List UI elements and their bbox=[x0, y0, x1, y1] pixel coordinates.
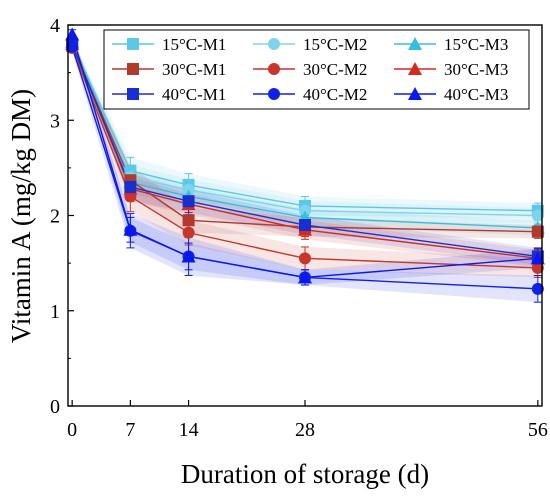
plot-area bbox=[65, 27, 545, 303]
legend-marker-8 bbox=[408, 87, 422, 100]
x-axis-title: Duration of storage (d) bbox=[181, 459, 429, 489]
x-tick-label-2: 14 bbox=[179, 419, 199, 441]
y-axis-title: Vitamin A (mg/kg DM) bbox=[6, 89, 36, 343]
error-band-series-7 bbox=[72, 42, 538, 303]
legend-label-2: 15°C-M3 bbox=[444, 35, 508, 54]
data-point-series-7-4 bbox=[531, 282, 544, 295]
error-band-series-8 bbox=[72, 29, 538, 286]
axis-ticks: 0 7 14 28 56 0 1 2 3 4 bbox=[50, 15, 548, 441]
y-tick-label-2: 2 bbox=[50, 206, 60, 228]
legend-label-4: 30°C-M2 bbox=[303, 60, 367, 79]
y-tick-label-0: 0 bbox=[50, 396, 60, 418]
x-tick-label-1: 7 bbox=[125, 419, 135, 441]
legend-marker-7 bbox=[268, 88, 280, 100]
legend-marker-1 bbox=[268, 38, 280, 50]
legend-label-5: 30°C-M3 bbox=[444, 60, 508, 79]
x-tick-label-3: 28 bbox=[295, 419, 315, 441]
y-tick-label-3: 3 bbox=[50, 110, 60, 132]
data-point-series-7-0 bbox=[66, 40, 79, 53]
x-tick-label-4: 56 bbox=[528, 419, 548, 441]
data-point-series-3-2 bbox=[182, 214, 195, 227]
legend-marker-0 bbox=[127, 38, 139, 50]
legend-label-0: 15°C-M1 bbox=[162, 35, 226, 54]
legend-label-7: 40°C-M2 bbox=[303, 85, 367, 104]
data-point-series-6-3 bbox=[299, 219, 311, 232]
legend-label-8: 40°C-M3 bbox=[444, 85, 508, 104]
legend-label-1: 15°C-M2 bbox=[303, 35, 367, 54]
legend-box bbox=[103, 29, 530, 110]
data-point-series-6-1 bbox=[124, 180, 137, 193]
legend-marker-6 bbox=[127, 88, 139, 100]
data-point-series-8-0 bbox=[65, 27, 80, 41]
data-point-series-8-2 bbox=[181, 249, 196, 263]
y-tick-label-1: 1 bbox=[50, 301, 60, 323]
data-point-series-8-1 bbox=[123, 222, 138, 236]
legend-label-6: 40°C-M1 bbox=[162, 85, 226, 104]
data-point-series-1-4 bbox=[531, 209, 544, 222]
data-point-series-4-4 bbox=[531, 261, 544, 274]
data-point-series-8-3 bbox=[298, 270, 312, 284]
data-point-series-6-2 bbox=[182, 195, 195, 208]
legend-marker-5 bbox=[408, 62, 422, 75]
x-tick-label-0: 0 bbox=[67, 419, 77, 441]
legend-marker-4 bbox=[268, 63, 280, 75]
data-point-series-4-2 bbox=[182, 226, 195, 239]
data-point-series-3-4 bbox=[531, 225, 544, 238]
y-tick-label-4: 4 bbox=[50, 15, 60, 37]
data-point-series-4-3 bbox=[299, 252, 311, 265]
legend-marker-2 bbox=[408, 37, 422, 50]
legend: 15°C-M1 15°C-M2 15°C-M3 30°C-M1 30°C-M2 30°C-… bbox=[103, 29, 530, 110]
legend-marker-3 bbox=[127, 63, 139, 75]
legend-label-3: 30°C-M1 bbox=[162, 60, 226, 79]
